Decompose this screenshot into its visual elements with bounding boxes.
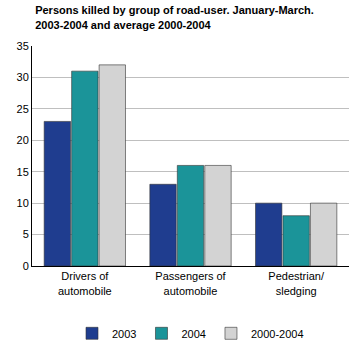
svg-text:2004: 2004 (181, 328, 205, 340)
svg-text:35: 35 (17, 40, 29, 52)
svg-text:20: 20 (17, 134, 29, 146)
svg-text:30: 30 (17, 71, 29, 83)
svg-text:Passengers ofautomobile: Passengers ofautomobile (155, 270, 226, 296)
svg-text:5: 5 (23, 228, 29, 240)
svg-text:2000-2004: 2000-2004 (251, 328, 304, 340)
svg-text:Persons killed by group of roa: Persons killed by group of road-user. Ja… (35, 4, 314, 30)
svg-text:Drivers ofautomobile: Drivers ofautomobile (58, 270, 112, 296)
svg-text:2003: 2003 (112, 328, 136, 340)
svg-text:15: 15 (17, 166, 29, 178)
svg-text:Pedestrian/sledging: Pedestrian/sledging (268, 270, 325, 296)
svg-text:25: 25 (17, 103, 29, 115)
svg-text:0: 0 (23, 260, 29, 272)
svg-text:10: 10 (17, 197, 29, 209)
